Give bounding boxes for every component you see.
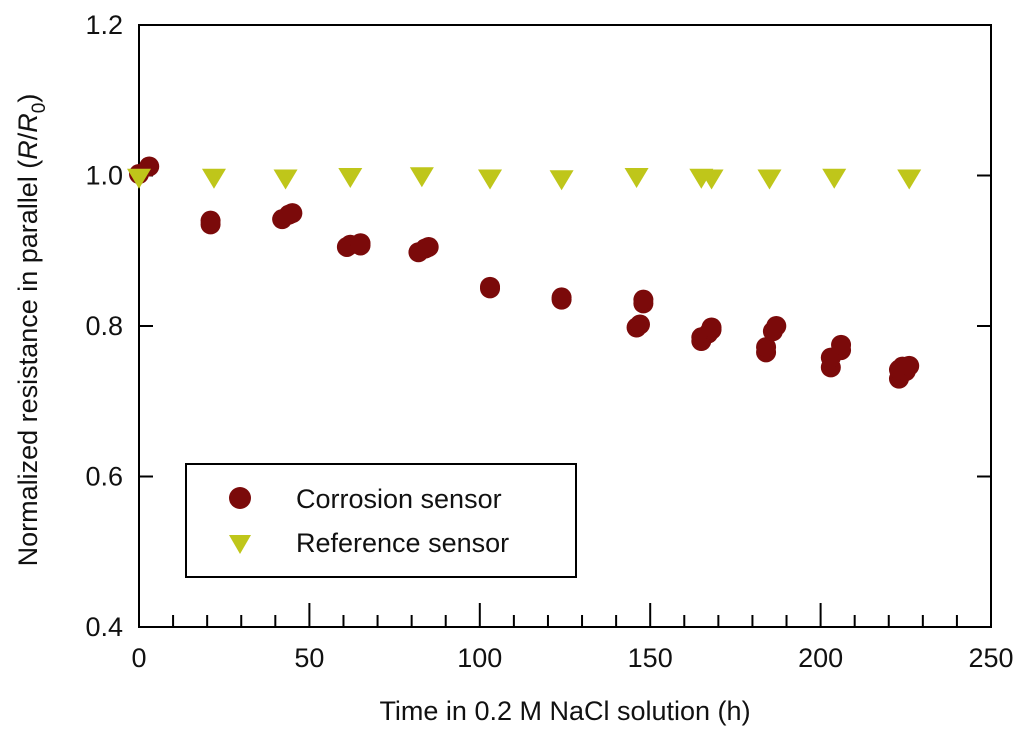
y-axis-title-subscript: 0 xyxy=(29,103,50,114)
data-point-circle xyxy=(899,355,920,376)
x-tick-label: 0 xyxy=(131,643,146,673)
data-point-triangle xyxy=(897,169,922,190)
legend: Corrosion sensor Reference sensor xyxy=(185,463,577,578)
data-point-circle xyxy=(701,317,722,338)
data-point-triangle xyxy=(549,170,574,191)
data-point-circle xyxy=(756,337,777,358)
y-axis: 0.4 0.6 0.8 1.0 1.2 xyxy=(85,10,991,642)
data-point-circle xyxy=(766,316,787,336)
data-point-triangle xyxy=(757,169,782,190)
legend-label-corrosion-sensor: Corrosion sensor xyxy=(296,484,502,514)
x-tick-label: 250 xyxy=(968,643,1013,673)
x-axis-title: Time in 0.2 M NaCl solution (h) xyxy=(379,696,750,726)
x-axis: 0 50 100 150 200 250 xyxy=(131,603,1014,673)
legend-box xyxy=(185,463,577,578)
y-axis-title-slash: / xyxy=(13,132,43,140)
legend-marker-reference-sensor xyxy=(229,535,251,554)
data-point-circle xyxy=(282,203,303,224)
y-tick-label: 1.2 xyxy=(85,10,123,40)
data-point-circle xyxy=(629,314,650,335)
data-point-triangle xyxy=(624,168,649,189)
y-axis-title-prefix: Normalized resistance in parallel ( xyxy=(13,160,43,567)
data-point-triangle xyxy=(822,168,847,189)
y-axis-title: Normalized resistance in parallel (R/R0) xyxy=(13,94,50,567)
data-series xyxy=(127,156,922,389)
data-point-triangle xyxy=(273,169,298,190)
data-point-circle xyxy=(831,334,852,355)
y-axis-title-suffix: ) xyxy=(13,94,43,103)
data-point-triangle xyxy=(201,168,226,189)
series-corrosion-sensor xyxy=(129,156,920,389)
legend-marker-corrosion-sensor xyxy=(229,487,251,509)
data-point-triangle xyxy=(338,168,363,189)
x-tick-label: 150 xyxy=(628,643,673,673)
data-point-triangle xyxy=(409,167,434,188)
y-tick-label: 0.4 xyxy=(85,612,123,642)
x-tick-label: 100 xyxy=(457,643,502,673)
data-point-circle xyxy=(350,233,371,254)
x-tick-label: 50 xyxy=(294,643,324,673)
y-tick-label: 1.0 xyxy=(85,161,123,191)
data-point-triangle xyxy=(478,169,503,190)
data-point-circle xyxy=(200,210,221,231)
data-point-circle xyxy=(551,287,572,308)
x-tick-label: 200 xyxy=(798,643,843,673)
data-point-triangle xyxy=(699,169,724,190)
data-point-circle xyxy=(480,276,501,297)
legend-label-reference-sensor: Reference sensor xyxy=(296,528,509,558)
series-reference-sensor xyxy=(127,167,922,191)
data-point-triangle xyxy=(127,168,151,189)
y-tick-label: 0.8 xyxy=(85,311,123,341)
y-axis-title-var-r: R xyxy=(13,140,43,160)
y-tick-label: 0.6 xyxy=(85,462,123,492)
data-point-circle xyxy=(633,289,654,310)
y-axis-title-var-r0: R xyxy=(13,113,43,133)
data-point-circle xyxy=(418,236,439,257)
